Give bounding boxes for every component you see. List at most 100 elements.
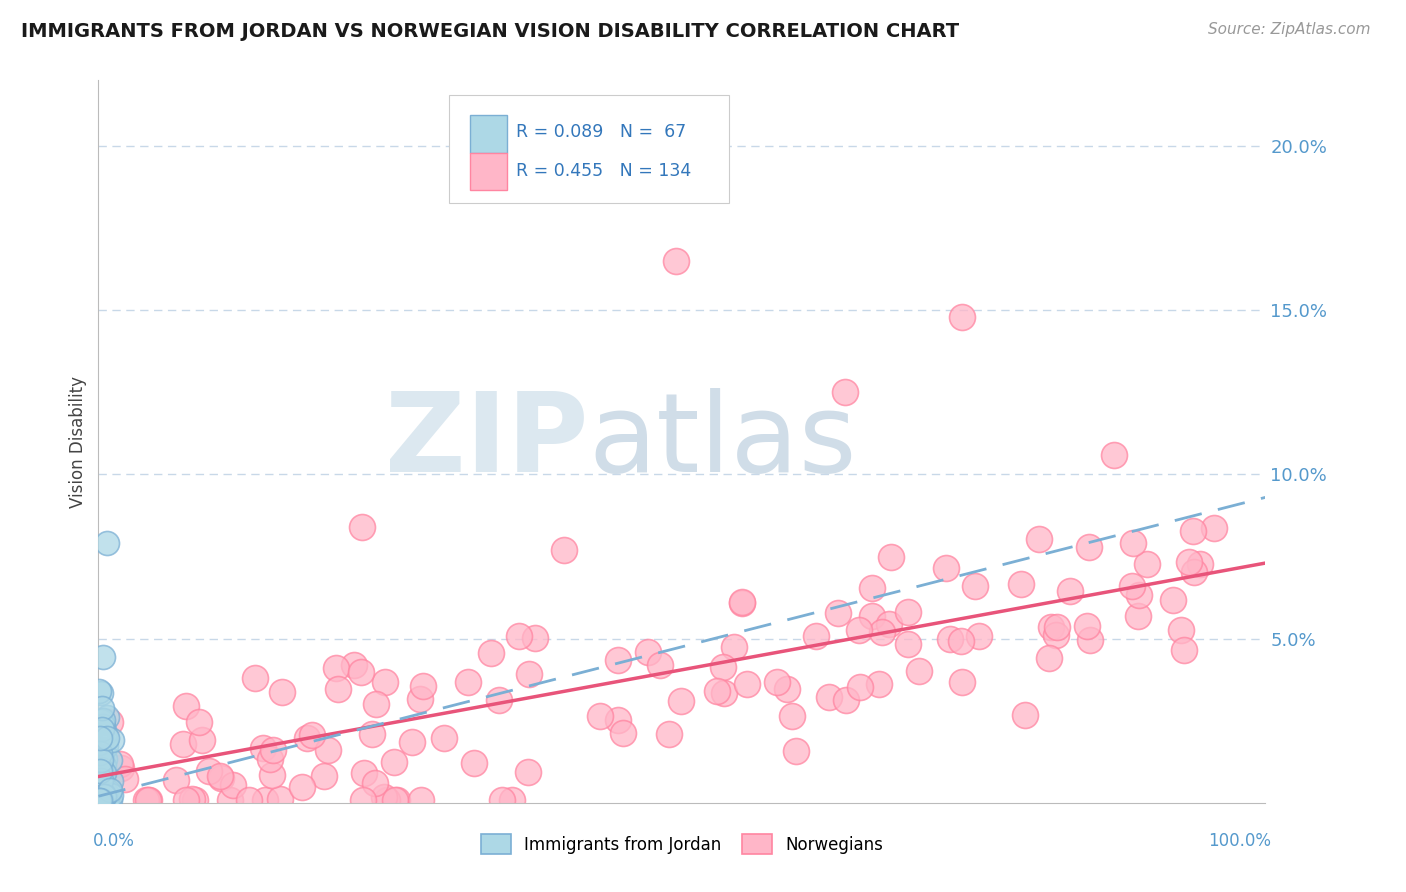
Point bbox=[93, 765, 115, 780]
Point bbox=[91, 650, 114, 665]
Point bbox=[98, 714, 121, 729]
Point bbox=[325, 661, 347, 675]
Point bbox=[259, 752, 281, 766]
Text: R = 0.089   N =  67: R = 0.089 N = 67 bbox=[516, 123, 686, 141]
Point bbox=[100, 773, 122, 788]
Point bbox=[108, 757, 131, 772]
Point bbox=[316, 742, 339, 756]
Y-axis label: Vision Disability: Vision Disability bbox=[69, 376, 87, 508]
Point bbox=[87, 736, 110, 750]
Point bbox=[375, 792, 398, 806]
Point bbox=[91, 765, 114, 780]
Point bbox=[93, 726, 115, 740]
Point bbox=[93, 737, 115, 751]
Point bbox=[89, 774, 111, 789]
Point bbox=[110, 761, 132, 775]
Legend: Immigrants from Jordan, Norwegians: Immigrants from Jordan, Norwegians bbox=[477, 830, 887, 860]
Point bbox=[1059, 584, 1081, 599]
Point bbox=[96, 792, 118, 806]
Point bbox=[91, 753, 114, 767]
Point bbox=[935, 561, 957, 575]
Point bbox=[950, 634, 973, 648]
Point bbox=[938, 632, 960, 646]
Point bbox=[1078, 540, 1101, 554]
Point bbox=[1182, 565, 1205, 579]
Point bbox=[350, 665, 373, 679]
Point bbox=[174, 792, 197, 806]
Point bbox=[373, 790, 395, 805]
Point bbox=[1122, 536, 1144, 550]
Text: Source: ZipAtlas.com: Source: ZipAtlas.com bbox=[1208, 22, 1371, 37]
Point bbox=[967, 629, 990, 643]
Point bbox=[243, 671, 266, 685]
Point bbox=[834, 693, 856, 707]
Point bbox=[87, 733, 110, 747]
Point bbox=[1173, 643, 1195, 657]
Point bbox=[89, 783, 111, 797]
Point bbox=[91, 792, 114, 806]
Point bbox=[827, 606, 849, 620]
Point bbox=[221, 778, 243, 792]
FancyBboxPatch shape bbox=[470, 153, 508, 190]
Point bbox=[374, 674, 396, 689]
Point bbox=[457, 675, 479, 690]
Point bbox=[90, 772, 112, 786]
Point bbox=[723, 640, 745, 654]
Point bbox=[91, 787, 114, 801]
Point bbox=[1128, 588, 1150, 602]
Point bbox=[1181, 524, 1204, 539]
Point bbox=[188, 715, 211, 730]
Point bbox=[607, 713, 630, 727]
Point bbox=[90, 753, 112, 767]
Point bbox=[90, 744, 112, 758]
Point bbox=[91, 789, 114, 804]
Point bbox=[90, 762, 112, 776]
Point bbox=[524, 631, 547, 645]
Point bbox=[295, 731, 318, 745]
Point bbox=[93, 789, 115, 803]
FancyBboxPatch shape bbox=[470, 115, 508, 153]
Point bbox=[94, 786, 117, 800]
Point bbox=[93, 759, 115, 773]
Text: 0.0%: 0.0% bbox=[93, 831, 135, 850]
Point bbox=[669, 694, 692, 708]
Point bbox=[870, 625, 893, 640]
Point bbox=[606, 653, 628, 667]
Point bbox=[1136, 557, 1159, 571]
Point bbox=[412, 679, 434, 693]
Point bbox=[198, 764, 221, 778]
Point bbox=[90, 760, 112, 774]
Point bbox=[90, 714, 112, 728]
Point bbox=[1078, 633, 1101, 648]
Point bbox=[89, 790, 111, 805]
Point bbox=[252, 741, 274, 756]
Point bbox=[409, 692, 432, 706]
Point bbox=[1121, 579, 1143, 593]
Point bbox=[135, 792, 157, 806]
Text: ZIP: ZIP bbox=[385, 388, 589, 495]
Point bbox=[87, 772, 110, 786]
Point bbox=[87, 683, 110, 698]
Point bbox=[96, 536, 118, 550]
Point bbox=[291, 780, 314, 795]
Point bbox=[101, 733, 124, 747]
Point bbox=[90, 723, 112, 737]
Point bbox=[897, 637, 920, 651]
Point bbox=[114, 772, 136, 786]
Point bbox=[180, 792, 202, 806]
Point bbox=[713, 685, 735, 699]
Point bbox=[648, 657, 671, 672]
Point bbox=[89, 746, 111, 760]
Point bbox=[849, 680, 872, 694]
Point bbox=[90, 766, 112, 780]
Point bbox=[91, 736, 114, 750]
Point bbox=[91, 719, 114, 733]
Point bbox=[90, 772, 112, 787]
Point bbox=[364, 775, 387, 789]
Point bbox=[136, 792, 159, 806]
Point bbox=[776, 681, 799, 696]
Point bbox=[90, 790, 112, 805]
Point bbox=[184, 792, 207, 806]
Point bbox=[89, 764, 111, 779]
Point bbox=[350, 520, 373, 534]
